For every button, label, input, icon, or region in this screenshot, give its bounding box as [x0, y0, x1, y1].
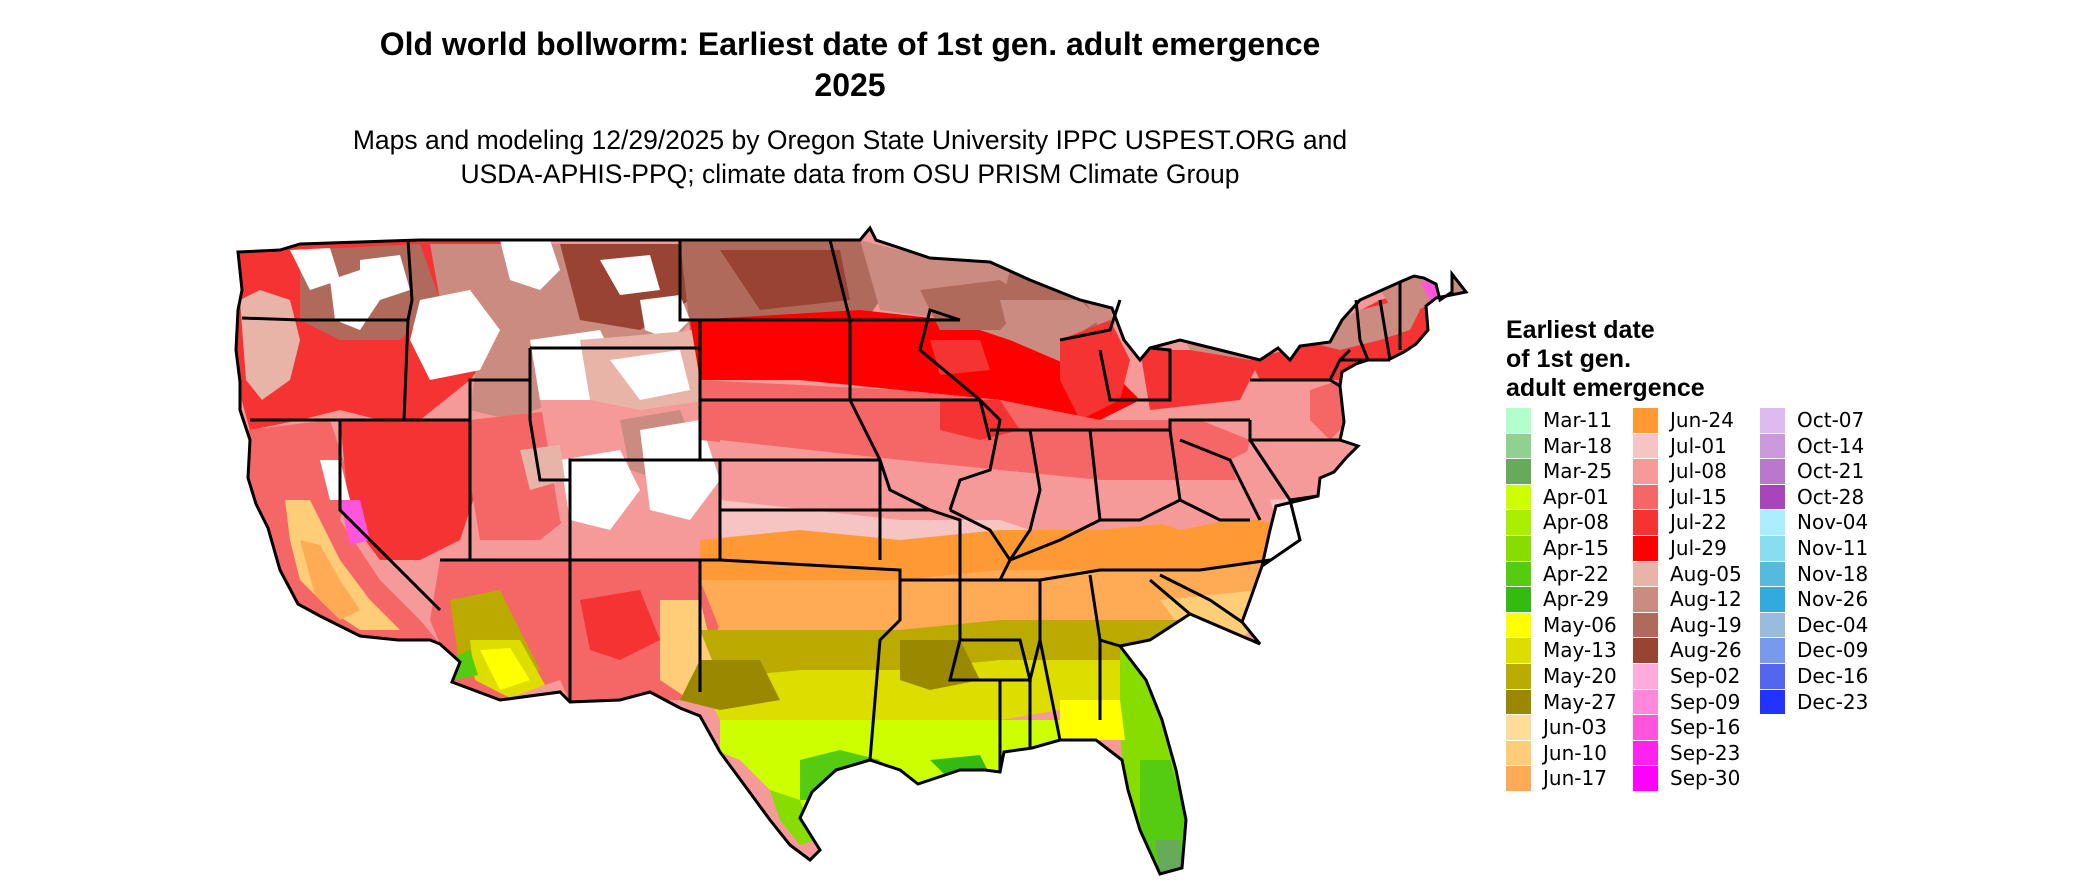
legend-label: Jul-22: [1670, 510, 1727, 535]
legend-label: Jun-24: [1670, 408, 1734, 432]
legend-label: Apr-15: [1543, 536, 1609, 560]
legend-swatch: [1760, 664, 1785, 689]
legend-label: Nov-26: [1797, 587, 1869, 612]
legend-swatch: [1760, 459, 1785, 484]
legend-swatch: [1633, 715, 1658, 740]
legend-title-line: adult emergence: [1506, 374, 1705, 402]
legend-swatch: [1633, 459, 1658, 484]
legend-swatch: [1760, 689, 1785, 715]
legend-swatch: [1506, 484, 1531, 510]
legend-swatch: [1506, 689, 1531, 715]
legend-label: Jul-01: [1670, 433, 1727, 458]
legend-title-line: of 1st gen.: [1506, 345, 1632, 373]
map-title: Old world bollworm: Earliest date of 1st…: [250, 24, 1450, 106]
legend-swatch: [1506, 433, 1531, 459]
legend-label: Jun-10: [1543, 740, 1607, 765]
legend-swatch: [1506, 408, 1531, 433]
legend-label: May-27: [1543, 689, 1617, 714]
legend-label: Apr-08: [1543, 510, 1609, 535]
legend-label: Oct-28: [1797, 484, 1865, 509]
legend-label: Jul-15: [1670, 484, 1727, 509]
legend-swatch: [1633, 740, 1658, 766]
legend-label: Apr-01: [1543, 484, 1609, 509]
legend-label: Aug-26: [1670, 638, 1742, 663]
legend-label: Sep-23: [1670, 740, 1741, 765]
legend-label: Sep-02: [1670, 664, 1741, 688]
map-title-line: Old world bollworm: Earliest date of 1st…: [379, 26, 1321, 62]
legend-swatch: [1760, 510, 1785, 535]
legend-swatch: [1633, 484, 1658, 510]
legend-swatch: [1760, 536, 1785, 561]
legend-label: Jun-03: [1543, 715, 1607, 740]
legend-label: Sep-09: [1670, 689, 1741, 714]
legend-label: May-06: [1543, 612, 1617, 637]
legend-title: Earliest date of 1st gen. adult emergenc…: [1506, 316, 1705, 403]
legend-label: Dec-23: [1797, 689, 1869, 714]
legend-label: Nov-04: [1797, 510, 1869, 535]
legend-label: Sep-16: [1670, 715, 1741, 740]
legend-label: Aug-19: [1670, 612, 1742, 637]
legend-label: Oct-21: [1797, 459, 1865, 484]
state-boundaries: [234, 225, 1469, 876]
legend-label: Oct-14: [1797, 433, 1865, 458]
legend-swatch: [1633, 612, 1658, 638]
legend-swatch: [1760, 612, 1785, 638]
map-title-year: 2025: [814, 67, 886, 103]
legend-swatch: [1633, 510, 1658, 535]
legend-swatch: [1506, 612, 1531, 638]
legend-swatch: [1760, 561, 1785, 587]
legend-swatch: [1633, 536, 1658, 561]
legend-swatch: [1506, 664, 1531, 689]
legend-swatch: [1506, 561, 1531, 587]
legend-swatch: [1633, 689, 1658, 715]
legend-label: Mar-25: [1543, 459, 1613, 484]
legend-title-line: Earliest date: [1506, 316, 1655, 344]
legend-swatch: [1760, 484, 1785, 510]
legend-swatch: [1760, 638, 1785, 663]
legend-label: Aug-12: [1670, 587, 1742, 612]
legend-label: Aug-05: [1670, 561, 1742, 586]
legend-label: May-20: [1543, 664, 1617, 688]
legend-swatch: [1633, 587, 1658, 612]
legend-label: Nov-18: [1797, 561, 1869, 586]
legend-swatch: [1506, 587, 1531, 612]
legend-label: Dec-04: [1797, 612, 1869, 637]
legend-label: Oct-07: [1797, 408, 1865, 432]
legend-label: Jul-29: [1670, 536, 1727, 560]
legend-label: Mar-18: [1543, 433, 1613, 458]
legend-swatch: [1506, 740, 1531, 766]
legend-label: Dec-09: [1797, 638, 1869, 663]
legend-swatch: [1506, 715, 1531, 740]
legend-swatch: [1760, 408, 1785, 433]
legend-swatch: [1506, 638, 1531, 663]
map-subtitle: Maps and modeling 12/29/2025 by Oregon S…: [250, 123, 1450, 191]
legend-swatch: [1506, 536, 1531, 561]
legend-swatch: [1760, 587, 1785, 612]
legend-swatch: [1506, 510, 1531, 535]
legend-swatch: [1633, 664, 1658, 689]
legend-label: Jul-08: [1670, 459, 1727, 484]
legend-label: Apr-29: [1543, 587, 1609, 612]
map-subtitle-line: Maps and modeling 12/29/2025 by Oregon S…: [352, 125, 1348, 155]
legend-swatch: [1633, 433, 1658, 459]
legend-swatch: [1633, 561, 1658, 587]
legend-label: Apr-22: [1543, 561, 1609, 586]
legend-label: Nov-11: [1797, 536, 1869, 560]
legend-label: May-13: [1543, 638, 1617, 663]
legend-swatch: [1506, 459, 1531, 484]
legend-label: Mar-11: [1543, 408, 1613, 432]
map-subtitle-line: USDA-APHIS-PPQ; climate data from OSU PR…: [460, 159, 1240, 189]
legend-swatch: [1633, 766, 1658, 791]
legend-swatch: [1506, 766, 1531, 791]
legend-swatch: [1760, 433, 1785, 459]
legend-swatch: [1633, 638, 1658, 663]
legend-swatch: [1633, 408, 1658, 433]
legend-label: Sep-30: [1670, 766, 1741, 791]
legend-label: Jun-17: [1543, 766, 1607, 791]
legend-label: Dec-16: [1797, 664, 1869, 688]
